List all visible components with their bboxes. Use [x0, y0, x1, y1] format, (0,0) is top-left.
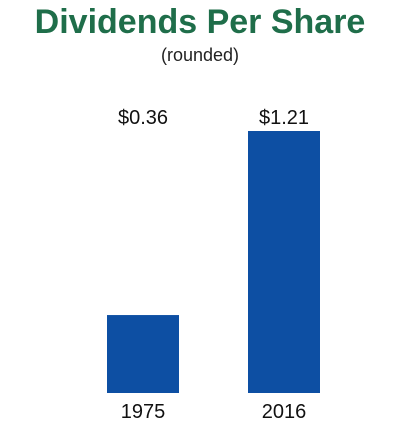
value-label-1975: $0.36: [118, 107, 168, 129]
bar-2016: [248, 131, 320, 393]
value-label-2016: $1.21: [259, 107, 309, 129]
category-label-2016: 2016: [262, 401, 307, 423]
chart-title: Dividends Per Share: [34, 3, 366, 41]
bar-1975: [107, 315, 179, 393]
chart-subtitle: (rounded): [160, 45, 240, 65]
category-label-1975: 1975: [121, 401, 166, 423]
